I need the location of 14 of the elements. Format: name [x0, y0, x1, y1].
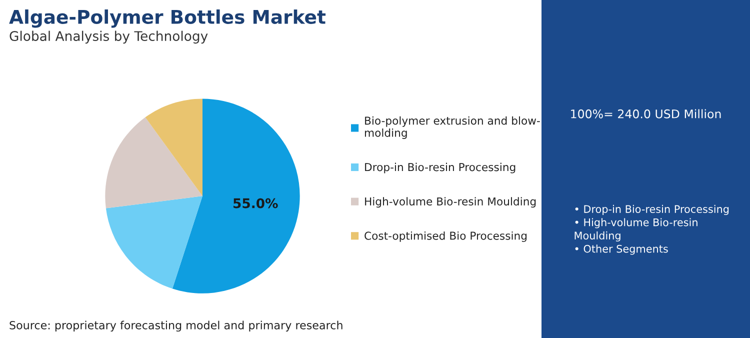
chart-title: Algae-Polymer Bottles Market	[9, 9, 326, 28]
legend-label: Drop-in Bio-resin Processing	[365, 162, 516, 174]
chart-subtitle: Global Analysis by Technology	[10, 30, 208, 44]
legend-label: Bio-polymer extrusion and blow-molding	[364, 116, 540, 139]
pie-slice	[145, 98, 202, 196]
source-note: Source: proprietary forecasting model and primary research	[10, 320, 342, 332]
text: • Drop-in Bio-resin Processing • High-volume Bio-resin Moulding • Other Segments	[574, 204, 729, 255]
data-label: 55.0%	[234, 198, 278, 208]
legend-label: Cost-optimised Bio Processing	[364, 231, 527, 242]
pie-slice	[106, 196, 202, 289]
legend-label: High-volume Bio-resin Moulding	[365, 197, 536, 208]
pie-slice	[172, 98, 300, 294]
pie-slice	[105, 117, 202, 208]
text: 100%= 240.0 USD Million	[571, 109, 721, 118]
